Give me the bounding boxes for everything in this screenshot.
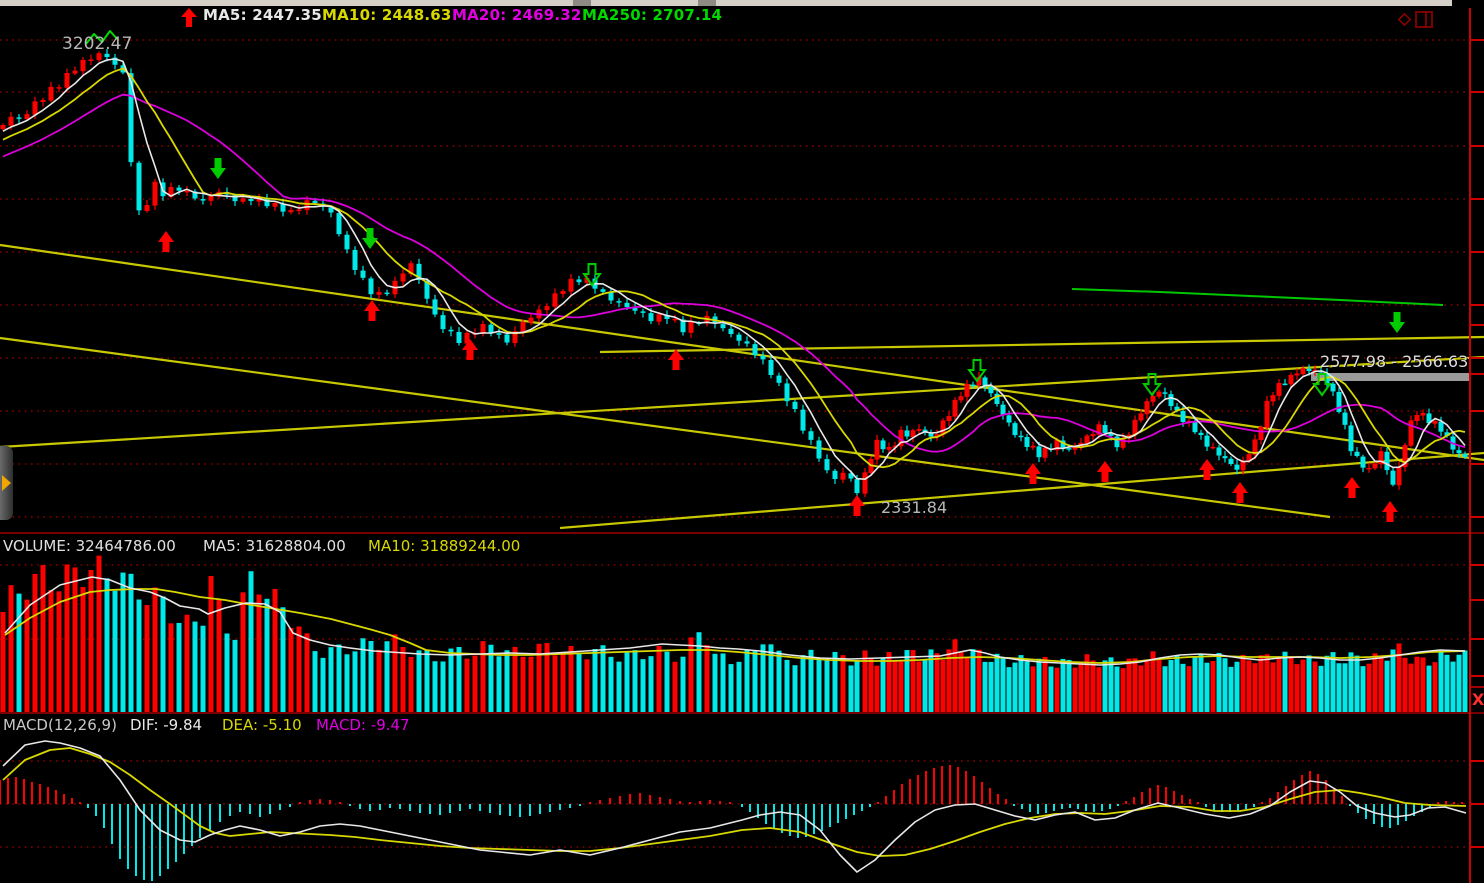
price-ma-lines [2, 58, 1466, 480]
axis-and-separators [0, 8, 1484, 883]
sidebar-expander[interactable] [0, 446, 13, 520]
split-window-icon[interactable] [1415, 11, 1434, 28]
signal-arrows [158, 158, 1405, 522]
candlestick-chart [0, 49, 1468, 499]
peak-marker [85, 30, 119, 45]
close-indicator-button[interactable]: X [1472, 690, 1484, 709]
price-range-bar [1311, 373, 1470, 381]
trendlines [0, 243, 1484, 530]
macd-lines [2, 740, 1467, 873]
macd-histogram [0, 765, 1463, 881]
volume-bars [0, 555, 1468, 712]
ma250-line [1071, 288, 1444, 306]
volume-ma-lines [4, 576, 1466, 666]
scrollbar-notch [698, 0, 716, 6]
expand-arrow-icon [2, 475, 11, 491]
horizontal-scrollbar[interactable] [0, 0, 1452, 6]
diamond-tool-icon[interactable] [1396, 11, 1413, 28]
scrollbar-notch [573, 0, 591, 6]
